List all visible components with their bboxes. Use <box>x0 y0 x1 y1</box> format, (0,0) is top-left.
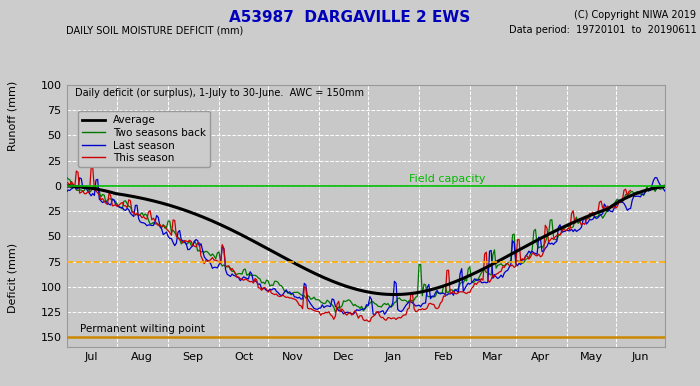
Text: Field capacity: Field capacity <box>409 174 485 184</box>
Text: Runoff (mm): Runoff (mm) <box>8 81 18 151</box>
Text: A53987  DARGAVILLE 2 EWS: A53987 DARGAVILLE 2 EWS <box>230 10 470 25</box>
Text: Deficit (mm): Deficit (mm) <box>8 243 18 313</box>
Text: Daily deficit (or surplus), 1-July to 30-June.  AWC = 150mm: Daily deficit (or surplus), 1-July to 30… <box>75 88 364 98</box>
Legend: Average, Two seasons back, Last season, This season: Average, Two seasons back, Last season, … <box>78 111 210 167</box>
Text: DAILY SOIL MOISTURE DEFICIT (mm): DAILY SOIL MOISTURE DEFICIT (mm) <box>66 25 244 35</box>
Text: Data period:  19720101  to  20190611: Data period: 19720101 to 20190611 <box>509 25 696 35</box>
Text: (C) Copyright NIWA 2019: (C) Copyright NIWA 2019 <box>575 10 696 20</box>
Text: Permanent wilting point: Permanent wilting point <box>80 324 204 334</box>
